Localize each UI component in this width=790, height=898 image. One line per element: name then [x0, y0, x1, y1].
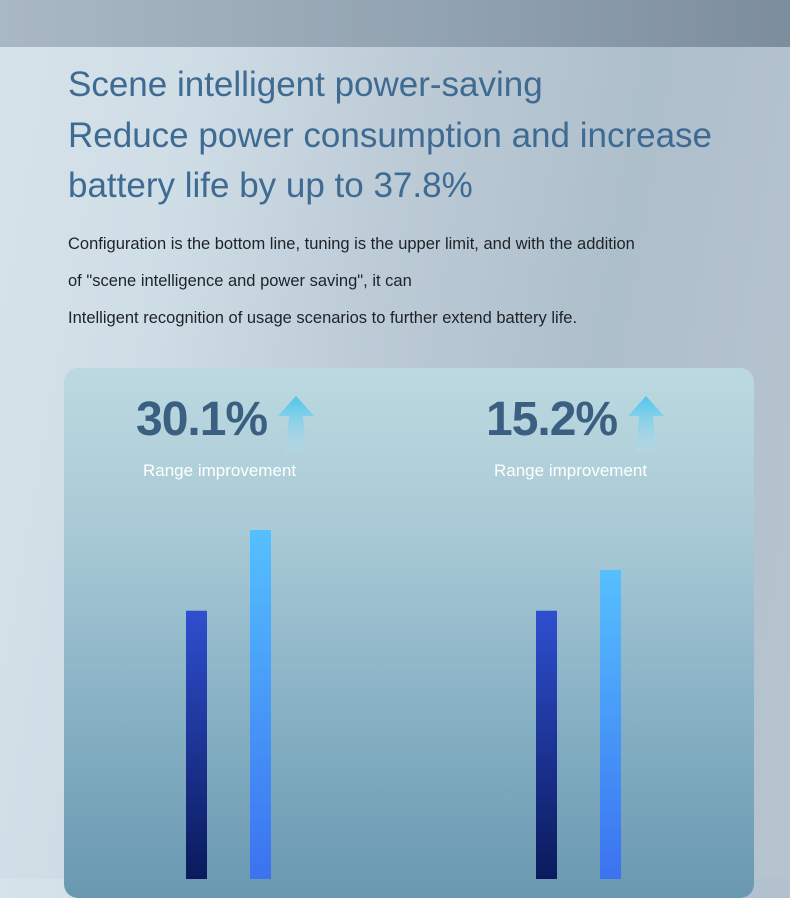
title-line-2: Reduce power consumption and increase — [68, 115, 712, 155]
up-arrow-icon — [628, 396, 664, 452]
description-line-3: Intelligent recognition of usage scenari… — [68, 309, 578, 327]
stat-caption-1: Range improvement — [143, 461, 297, 480]
stat-caption-2: Range improvement — [494, 461, 648, 480]
top-banner — [0, 0, 790, 47]
up-arrow-icon — [278, 396, 314, 452]
description: Configuration is the bottom line, tuning… — [68, 226, 768, 337]
bar-baseline-2 — [536, 610, 557, 879]
title-line-1: Scene intelligent power-saving — [68, 65, 543, 104]
chart-panel — [64, 368, 754, 898]
bar-improved-1 — [250, 530, 271, 879]
stat-value-1: 30.1% — [136, 393, 268, 446]
bar-improved-2 — [600, 569, 621, 879]
title-line-3: battery life by up to 37.8% — [68, 166, 473, 205]
page-title: Scene intelligent power-saving Reduce po… — [68, 60, 768, 212]
bar-baseline-1 — [186, 610, 207, 879]
description-line-2: of "scene intelligence and power saving"… — [68, 272, 412, 290]
description-line-1: Configuration is the bottom line, tuning… — [68, 235, 635, 253]
bar-chart — [186, 530, 621, 879]
stat-value-2: 15.2% — [486, 393, 618, 446]
